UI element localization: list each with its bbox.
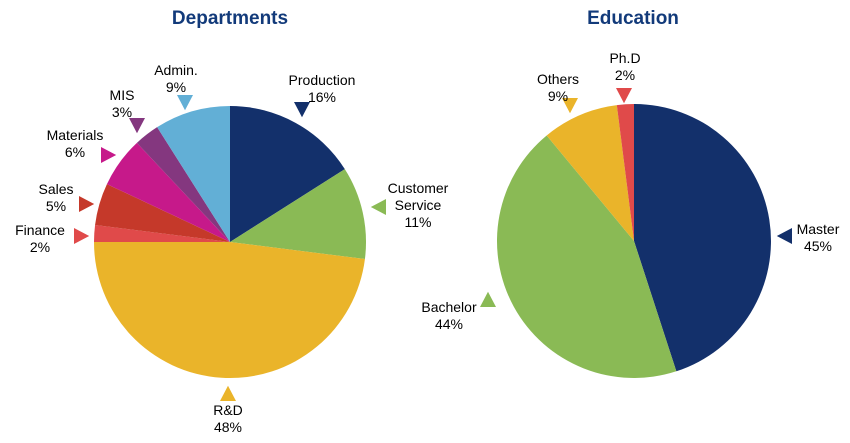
label-pointer-others [562,98,578,114]
slice-value-label-sales: 5% [46,198,66,214]
slice-value-label-others: 9% [548,88,568,104]
label-pointer-bachelor [480,291,496,307]
pie-slice-master [634,104,771,372]
slice-category-label-r-d: R&D [213,402,243,418]
slice-category-label-production: Production [289,72,356,88]
slice-value-label-ph-d: 2% [615,67,635,83]
slice-category-label-materials: Materials [47,127,104,143]
label-pointer-production [294,102,310,118]
label-pointer-mis [129,118,145,134]
label-pointer-finance [74,228,90,244]
label-pointer-customer-service [370,199,386,215]
slice-category-label-mis: MIS [110,87,135,103]
label-pointer-sales [79,196,95,212]
slice-category-label-customer-service: Service [395,197,442,213]
slice-category-label-customer-service: Customer [388,180,449,196]
pie-slice-sales [95,184,230,242]
slice-value-label-master: 45% [804,238,832,254]
slice-category-label-ph-d: Ph.D [609,50,640,66]
slice-value-label-bachelor: 44% [435,316,463,332]
pie-slice-customer-service [230,169,367,260]
label-pointer-master [776,228,792,244]
pie-slice-ph-d [616,104,634,241]
slice-value-label-mis: 3% [112,104,132,120]
label-pointer-r-d [220,385,236,401]
slice-category-label-others: Others [537,71,579,87]
label-pointer-ph-d [616,88,632,104]
pie-slice-materials [106,142,230,242]
slice-value-label-customer-service: 11% [405,214,432,230]
slice-value-label-admin: 9% [166,79,186,95]
slice-category-label-sales: Sales [38,181,73,197]
slice-category-label-bachelor: Bachelor [421,299,477,315]
slice-value-label-finance: 2% [30,239,50,255]
pie-slice-finance [94,224,230,242]
departments-chart-title: Departments [172,8,288,29]
slice-category-label-admin: Admin. [154,62,198,78]
slice-category-label-finance: Finance [15,222,65,238]
slice-value-label-production: 16% [308,89,336,105]
slice-value-label-r-d: 48% [214,419,242,435]
slice-category-label-master: Master [797,221,840,237]
pie-slice-bachelor [497,135,677,378]
pie-slice-mis [136,127,230,242]
pie-slice-r-d [93,242,365,379]
education-chart-title: Education [587,8,679,29]
pie-slice-admin [157,106,230,242]
pie-slice-others [546,105,634,241]
pie-slice-production [230,106,345,242]
slice-value-label-materials: 6% [65,144,85,160]
label-pointer-materials [101,147,117,163]
label-pointer-admin [177,95,193,111]
